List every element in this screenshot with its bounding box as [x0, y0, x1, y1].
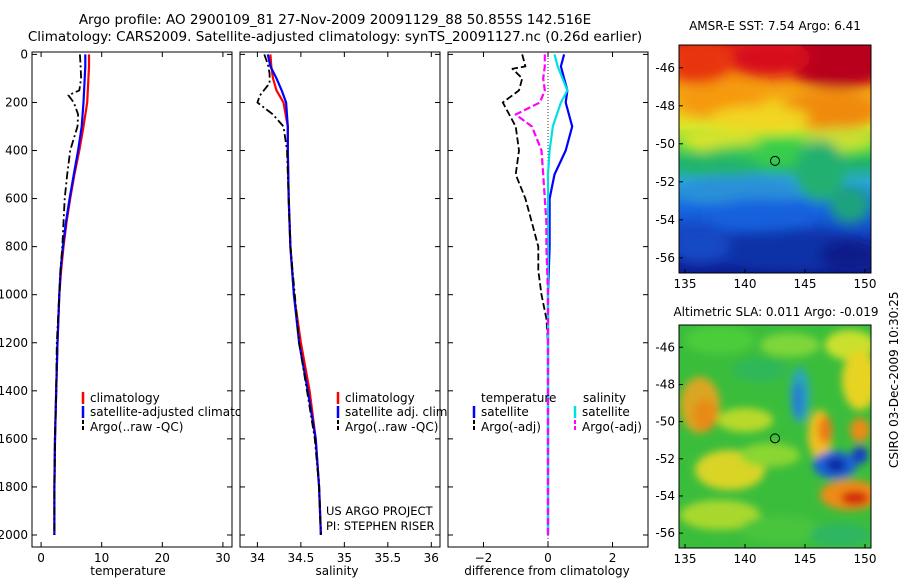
figure-title-line-2: Climatology: CARS2009. Satellite-adjuste… — [27, 29, 643, 45]
sla-map-panel: Altimetric SLA: 0.011 Argo: -0.019 — [655, 305, 878, 566]
x-tick-label: 30 — [215, 551, 230, 565]
map-y-tick-label: -54 — [655, 213, 675, 227]
map-y-tick-label: -46 — [655, 340, 675, 354]
y-tick-label: 1600 — [0, 432, 28, 446]
map-y-tick-label: -52 — [655, 175, 675, 189]
legend-label-climatology: climatology — [345, 391, 415, 405]
sst-map-axes: 135 140 145 150 -46 -48 -50 -52 -54 -56 — [655, 61, 876, 291]
figure-title-line-1: Argo profile: AO 2900109_81 27-Nov-2009 … — [78, 12, 592, 28]
salinity-xlabel: salinity — [315, 564, 358, 578]
temperature-xlabel: temperature — [90, 564, 165, 578]
map-x-tick-label: 145 — [794, 277, 817, 291]
sla-profile-location-marker — [770, 433, 780, 444]
map-x-tick-label: 140 — [734, 552, 757, 566]
y-tick-label: 800 — [5, 240, 28, 254]
difference-xlabel: difference from climatology — [464, 564, 630, 578]
map-y-tick-label: -56 — [655, 251, 675, 265]
legend-label-temp-satellite: satellite — [481, 405, 529, 419]
series-line-argo-raw-qc — [256, 54, 322, 536]
temperature-axes: 0 10 20 30 0 200 400 600 800 1000 1200 1400 1600 1800… — [0, 47, 232, 565]
x-tick-label: 20 — [155, 551, 170, 565]
map-x-tick-label: 135 — [674, 552, 697, 566]
map-y-tick-label: -52 — [655, 452, 675, 466]
map-y-tick-label: -48 — [655, 377, 675, 391]
difference-series — [501, 54, 574, 535]
sst-map-frame — [678, 44, 872, 274]
x-tick-label: −2 — [475, 551, 493, 565]
y-tick-label: 200 — [5, 95, 28, 109]
sla-map-title: Altimetric SLA: 0.011 Argo: -0.019 — [673, 305, 878, 319]
y-tick-label: 1400 — [0, 384, 28, 398]
temperature-panel: 0 10 20 30 0 200 400 600 800 1000 1200 1400 1600 1800… — [0, 47, 268, 578]
sla-heatmap — [679, 325, 871, 548]
x-tick-label: 10 — [94, 551, 109, 565]
legend-label-satellite-adjusted: satellite-adjusted climatology — [90, 405, 268, 419]
temperature-legend: climatology satellite-adjusted climatolo… — [81, 391, 268, 434]
map-x-tick-label: 135 — [674, 277, 697, 291]
map-x-tick-label: 140 — [734, 277, 757, 291]
y-tick-label: 1800 — [0, 480, 28, 494]
x-tick-label: 0 — [544, 551, 552, 565]
x-tick-label: 36 — [424, 551, 439, 565]
legend-label-sal-argo: Argo(-adj) — [582, 420, 642, 434]
legend-header-temperature: temperature — [481, 391, 556, 405]
legend-label-climatology: climatology — [90, 391, 160, 405]
legend-label-temp-argo: Argo(-adj) — [481, 420, 541, 434]
map-y-tick-label: -46 — [655, 61, 675, 75]
sst-profile-location-marker — [770, 155, 780, 166]
x-tick-label: 35.5 — [374, 551, 401, 565]
y-tick-label: 2000 — [0, 528, 28, 542]
y-tick-label: 400 — [5, 144, 28, 158]
map-y-tick-label: -50 — [655, 415, 675, 429]
legend-label-argo: Argo(..raw -QC) — [90, 420, 183, 434]
map-x-tick-label: 150 — [854, 277, 877, 291]
salinity-series — [256, 54, 322, 536]
x-tick-label: 34.5 — [288, 551, 315, 565]
y-tick-label: 600 — [5, 192, 28, 206]
project-annotation: US ARGO PROJECT — [326, 504, 434, 518]
sst-heatmap — [679, 45, 871, 273]
x-tick-label: 35 — [337, 551, 352, 565]
y-tick-label: 1000 — [0, 288, 28, 302]
legend-header-salinity: salinity — [583, 391, 626, 405]
map-y-tick-label: -56 — [655, 526, 675, 540]
map-x-tick-label: 150 — [854, 552, 877, 566]
sst-map-title: AMSR-E SST: 7.54 Argo: 6.41 — [689, 19, 861, 33]
map-y-tick-label: -54 — [655, 489, 675, 503]
y-tick-label: 0 — [20, 47, 28, 61]
figure-title: Argo profile: AO 2900109_81 27-Nov-2009 … — [0, 12, 670, 46]
series-line-argo-raw-qc — [53, 54, 82, 535]
difference-axes: −2 0 2 — [448, 52, 648, 565]
difference-legend: temperature salinity satellite Argo(-adj… — [472, 391, 642, 434]
legend-label-argo: Argo(..raw -QC) — [345, 420, 438, 434]
salinity-legend: climatology satellite adj. clim. Argo(..… — [336, 391, 451, 434]
temperature-plot-frame — [31, 51, 233, 548]
legend-label-satellite-adj: satellite adj. clim. — [345, 405, 451, 419]
legend-label-sal-satellite: satellite — [582, 405, 630, 419]
series-line-salinity-argo-adj — [514, 54, 550, 535]
csiro-timestamp: CSIRO 03-Dec-2009 10:30:25 — [887, 291, 900, 468]
sst-map-panel: AMSR-E SST: 7.54 Argo: 6.41 — [655, 19, 876, 291]
map-y-tick-label: -48 — [655, 99, 675, 113]
y-tick-label: 1200 — [0, 336, 28, 350]
temperature-series — [53, 54, 91, 535]
map-y-tick-label: -50 — [655, 137, 675, 151]
salinity-axes: 34 34.5 35 35.5 36 — [240, 52, 440, 565]
sla-map-frame — [678, 324, 872, 549]
pi-annotation: PI: STEPHEN RISER — [326, 519, 435, 533]
x-tick-label: 2 — [609, 551, 617, 565]
map-x-tick-label: 145 — [794, 552, 817, 566]
salinity-panel: 34 34.5 35 35.5 36 salinity climatology sate… — [239, 51, 451, 578]
salinity-plot-frame — [239, 51, 441, 548]
x-tick-label: 34 — [250, 551, 265, 565]
difference-panel: −2 0 2 difference from climatology tempera… — [447, 51, 649, 578]
x-tick-label: 0 — [37, 551, 45, 565]
sla-map-axes: 135 140 145 150 -46 -48 -50 -52 -54 -56 — [655, 340, 876, 566]
